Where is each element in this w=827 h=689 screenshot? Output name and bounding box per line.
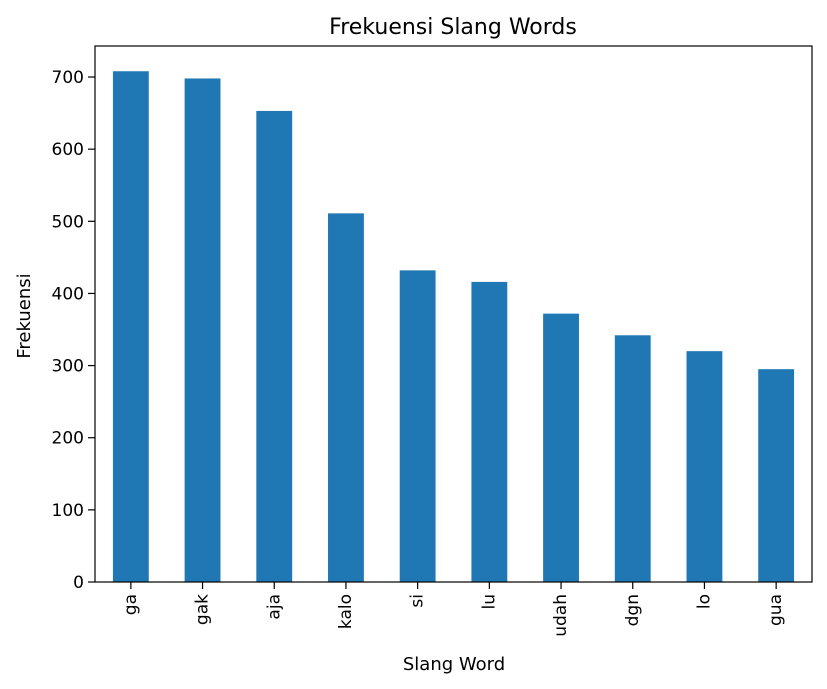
bar-ga <box>112 71 149 582</box>
bar-aja <box>256 110 293 583</box>
bar-si <box>399 270 436 582</box>
bar-kalo <box>328 213 364 582</box>
y-tick-label: 400 <box>52 284 84 304</box>
y-tick-label: 200 <box>52 429 84 449</box>
x-tick-label-lo: lo <box>694 594 714 609</box>
x-tick-label-si: si <box>408 594 428 608</box>
bars-group <box>112 71 795 583</box>
bar-gua <box>758 369 795 582</box>
x-tick-label-aja: aja <box>264 594 284 620</box>
y-axis-label: Frekuensi <box>14 273 35 358</box>
bar-dgn <box>614 335 651 582</box>
x-axis-label: Slang Word <box>403 654 505 675</box>
x-tick-label-lu: lu <box>479 594 499 610</box>
x-tick-label-ga: ga <box>121 594 141 615</box>
plot-frame <box>94 45 813 583</box>
y-axis-ticks: 0 100 200 300 400 500 600 700 <box>52 68 95 593</box>
bar-lu <box>471 281 508 582</box>
x-tick-label-gua: gua <box>766 594 786 626</box>
chart-title: Frekuensi Slang Words <box>329 15 577 40</box>
x-tick-label-dgn: dgn <box>623 594 643 626</box>
bar-udah <box>543 313 579 582</box>
y-tick-label: 700 <box>52 68 84 88</box>
x-axis-ticks: ga gak aja kalo si lu udah dgn lo gua <box>121 582 786 637</box>
y-tick-label: 600 <box>52 140 84 160</box>
bar-lo <box>686 351 723 582</box>
y-tick-label: 500 <box>52 212 84 232</box>
y-tick-label: 100 <box>52 501 84 521</box>
x-tick-label-udah: udah <box>551 594 571 637</box>
x-tick-label-kalo: kalo <box>336 594 356 629</box>
y-tick-label: 300 <box>52 357 84 377</box>
bar-gak <box>184 78 221 583</box>
x-tick-label-gak: gak <box>193 594 213 625</box>
y-tick-label: 0 <box>73 573 84 593</box>
